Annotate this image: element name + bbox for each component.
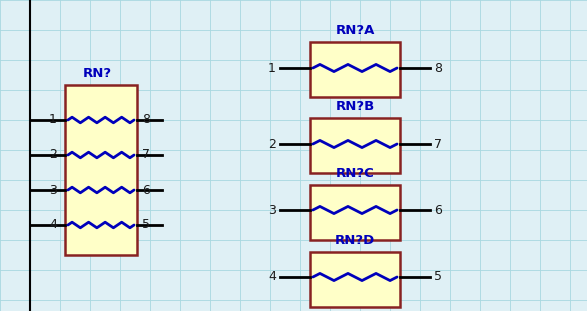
Bar [310,252,400,307]
Text: 1: 1 [49,114,57,127]
Text: RN?D: RN?D [335,234,375,247]
Text: RN?A: RN?A [335,24,375,37]
Text: 5: 5 [434,271,442,284]
Text: 3: 3 [268,203,276,216]
Text: 8: 8 [142,114,150,127]
Text: RN?C: RN?C [336,167,375,180]
Text: 5: 5 [142,219,150,231]
Bar [65,85,137,255]
Text: 6: 6 [142,183,150,197]
Text: 3: 3 [49,183,57,197]
Bar [310,42,400,97]
Text: 2: 2 [49,148,57,161]
Text: RN?B: RN?B [335,100,375,113]
Text: 7: 7 [434,137,442,151]
Text: RN?: RN? [83,67,112,80]
Text: 8: 8 [434,62,442,75]
Bar [310,185,400,240]
Text: 7: 7 [142,148,150,161]
Text: 4: 4 [49,219,57,231]
Text: 2: 2 [268,137,276,151]
Text: 6: 6 [434,203,442,216]
Text: 1: 1 [268,62,276,75]
Bar [310,118,400,173]
Text: 4: 4 [268,271,276,284]
